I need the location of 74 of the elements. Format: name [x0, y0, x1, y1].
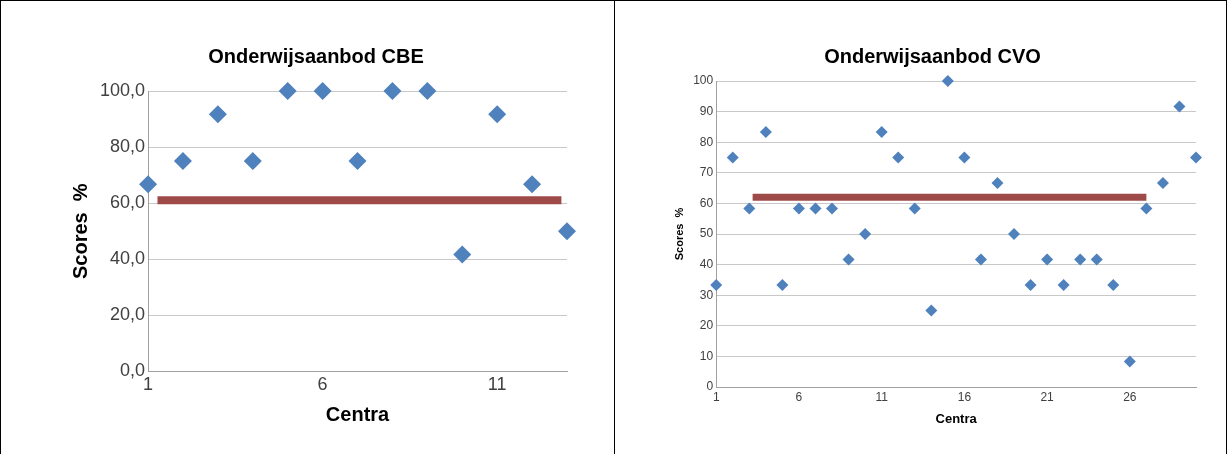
y-tick-label: 0 — [706, 379, 714, 394]
y-tick-label: 40,0 — [110, 248, 146, 269]
x-tick-label: 6 — [317, 374, 328, 395]
x-tick-label: 11 — [875, 389, 889, 404]
y-tick-label: 90 — [699, 103, 714, 118]
point — [173, 152, 192, 171]
point — [1041, 253, 1054, 266]
y-tick-label: 80 — [699, 134, 714, 149]
y-tick-label: 100 — [693, 73, 714, 88]
point — [243, 152, 262, 171]
chart-title: Onderwijsaanbod CBE — [208, 44, 424, 67]
point — [1057, 279, 1070, 292]
point — [941, 75, 954, 87]
x-tick-label: 26 — [1123, 389, 1137, 404]
point — [809, 202, 822, 215]
point — [1156, 176, 1169, 189]
point — [453, 245, 472, 264]
point — [208, 105, 227, 124]
x-tick-label: 1 — [143, 374, 154, 395]
point — [759, 126, 772, 139]
x-tick-label: 6 — [795, 389, 803, 404]
point — [1090, 253, 1103, 266]
y-tick-label: 20 — [699, 318, 714, 333]
point — [383, 82, 402, 100]
point — [726, 151, 739, 164]
point — [278, 82, 297, 100]
point — [776, 279, 789, 292]
y-tick-label: 70 — [699, 165, 714, 180]
point — [859, 228, 872, 240]
y-tick-label: 30 — [699, 287, 714, 302]
point — [842, 253, 855, 266]
point — [139, 175, 158, 194]
y-tick-label: 10 — [699, 348, 714, 363]
y-axis-title: Scores % — [672, 207, 685, 261]
x-axis-title: Centra — [935, 410, 978, 426]
point — [743, 202, 756, 215]
point — [826, 202, 839, 215]
point — [991, 176, 1004, 189]
x-tick-label: 21 — [1040, 389, 1055, 404]
point — [1190, 151, 1202, 164]
y-axis-title: Scores % — [68, 183, 91, 279]
point — [792, 202, 805, 215]
point — [710, 279, 723, 292]
point — [488, 105, 507, 124]
point — [558, 222, 576, 241]
point — [958, 151, 971, 164]
point — [313, 82, 332, 100]
y-tick-label: 80,0 — [110, 136, 146, 157]
point — [1140, 202, 1153, 215]
y-tick-label: 60,0 — [110, 192, 146, 213]
point — [875, 126, 888, 139]
point — [1173, 100, 1186, 113]
y-tick-label: 50 — [699, 226, 714, 241]
point — [908, 202, 921, 215]
point — [418, 82, 437, 100]
point — [1074, 253, 1087, 266]
point — [1107, 279, 1120, 292]
point — [892, 151, 905, 164]
y-tick-label: 100,0 — [100, 79, 146, 100]
x-tick-label: 16 — [957, 389, 972, 404]
point — [523, 175, 542, 194]
y-tick-label: 60 — [699, 195, 714, 210]
point — [1024, 279, 1037, 292]
x-tick-label: 11 — [487, 374, 507, 395]
y-tick-label: 40 — [699, 256, 714, 271]
point — [1123, 355, 1136, 368]
point — [974, 253, 987, 266]
point — [348, 152, 367, 171]
x-axis-title: Centra — [325, 402, 391, 425]
point — [1008, 228, 1021, 240]
chart-title: Onderwijsaanbod CVO — [824, 44, 1041, 67]
x-tick-label: 1 — [712, 389, 720, 404]
y-tick-label: 20,0 — [110, 304, 146, 325]
point — [925, 304, 938, 317]
